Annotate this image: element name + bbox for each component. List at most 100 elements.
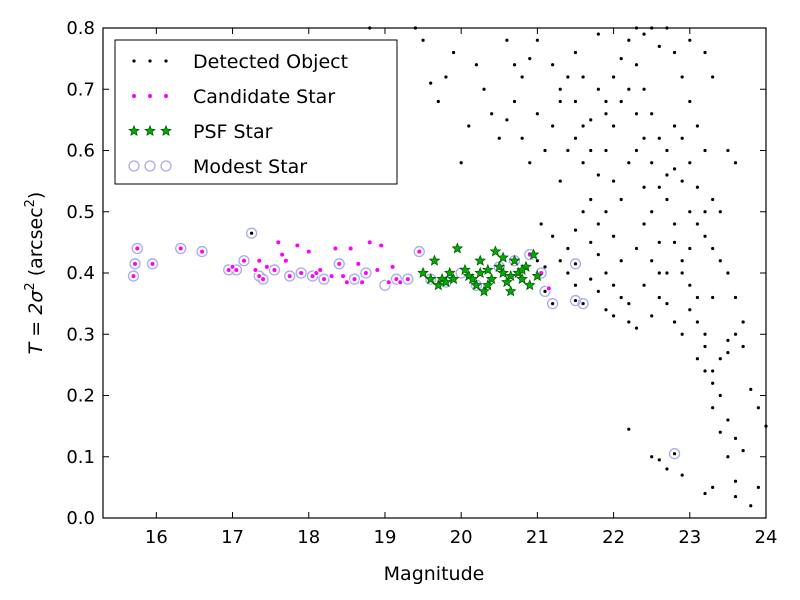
detected-object-point [573, 228, 578, 232]
detected-object-point [672, 452, 677, 456]
detected-object-point [539, 222, 543, 226]
y-tick-label: 0.2 [66, 386, 95, 407]
detected-object-point [718, 430, 722, 434]
legend-entries: Detected Object Candidate Star PSF Star Mod… [128, 51, 348, 178]
x-tick-label: 21 [526, 527, 549, 548]
psf-star-point [447, 272, 460, 285]
x-axis-label: Magnitude [384, 563, 485, 585]
legend-marker-detected-object [164, 59, 168, 63]
modest-star-point [318, 273, 330, 285]
detected-object-point [672, 50, 677, 55]
detected-object-point [627, 161, 631, 165]
modest-star-point [268, 264, 281, 276]
detected-object-point [589, 240, 593, 244]
x-tick-label: 23 [678, 527, 701, 548]
detected-object-point [726, 351, 730, 355]
candidate-star-point [294, 242, 301, 249]
detected-object-point [573, 298, 578, 303]
x-tick-label: 20 [450, 527, 473, 548]
legend-entry-detected-object: Detected Object [132, 51, 348, 73]
points-layer [127, 26, 768, 508]
legend-label-modest-star: Modest Star [193, 156, 307, 178]
modest-star-point [348, 273, 361, 285]
modest-star-point [539, 285, 551, 298]
psf-star-point [466, 273, 479, 285]
detected-object-point [512, 63, 517, 67]
legend: Detected Object Candidate Star PSF Star Mod… [114, 39, 398, 185]
psf-star-point [516, 263, 528, 275]
modest-star-point [306, 270, 319, 282]
detected-object-point [688, 246, 692, 251]
ticks-layer: 16 17 18 19 20 21 22 23 24 0.0 0.1 0.2 0.3 0.4 0.5 0.6 0… [66, 18, 777, 548]
psf-star-point [474, 254, 487, 266]
candidate-star-point [316, 266, 324, 274]
detected-object-point [634, 246, 639, 251]
detected-object-point [665, 148, 669, 153]
detected-object-point [711, 369, 715, 373]
detected-object-point [619, 295, 623, 300]
legend-marker-detected-object [132, 59, 136, 63]
detected-object-point [741, 449, 745, 453]
modest-star-point [175, 242, 187, 255]
detected-object-point [695, 222, 700, 226]
detected-object-point [535, 38, 539, 42]
detected-object-point [627, 320, 631, 324]
detected-object-point [688, 38, 692, 42]
detected-object-point [566, 271, 570, 275]
legend-marker-psf-star [144, 124, 156, 136]
candidate-star-point [256, 257, 263, 264]
candidate-star-point [233, 266, 240, 274]
detected-object-point [657, 458, 661, 462]
detected-object-point [703, 369, 707, 373]
y-tick-label: 0.5 [66, 202, 95, 223]
psf-star-point [482, 263, 494, 275]
legend-entry-psf-star: PSF Star [128, 121, 273, 143]
modest-star-point [146, 258, 159, 270]
detected-object-point [467, 124, 471, 128]
modest-star-point [546, 297, 559, 310]
detected-object-point [703, 344, 707, 349]
detected-object-point [611, 314, 616, 318]
detected-object-point [695, 124, 700, 128]
detected-object-point [695, 357, 700, 361]
detected-object-point [680, 271, 684, 275]
detected-object-point [657, 240, 661, 244]
detected-object-point [566, 246, 570, 251]
detected-object-point [741, 320, 745, 324]
detected-object-point [650, 259, 654, 263]
candidate-star-point [358, 278, 366, 286]
y-axis-label-exp: 2 [23, 282, 38, 290]
detected-object-point [619, 57, 623, 61]
detected-object-point [558, 259, 562, 263]
detected-object-point [604, 148, 608, 153]
y-tick-label: 0.4 [66, 263, 95, 284]
modest-star-point [196, 245, 208, 258]
detected-object-point [665, 197, 669, 202]
y-tick-label: 0.6 [66, 141, 95, 162]
candidate-star-point [366, 239, 373, 246]
detected-object-point [634, 112, 639, 116]
y-axis-label-close: ) [25, 192, 47, 199]
modest-star-point [238, 255, 250, 267]
y-axis-label-suffix: (arcsec [25, 207, 47, 282]
detected-object-point [688, 283, 692, 287]
detected-object-point [596, 289, 600, 293]
detected-object-point [726, 418, 730, 422]
candidate-star-point [297, 269, 305, 277]
candidate-star-point [347, 245, 354, 252]
detected-object-point [634, 148, 639, 153]
candidate-star-point [259, 275, 267, 283]
detected-object-point [482, 87, 486, 91]
detected-object-point [604, 99, 608, 104]
candidate-star-point [351, 275, 358, 283]
detected-object-point [672, 222, 677, 226]
detected-object-point [733, 161, 738, 165]
detected-object-point [688, 161, 692, 165]
modest-star-point [245, 227, 258, 239]
candidate-star-point [377, 242, 385, 249]
detected-object-point [703, 332, 707, 336]
detected-object-point [611, 283, 616, 287]
detected-object-point [680, 136, 684, 140]
detected-object-point [573, 283, 578, 287]
series-psf-star [417, 242, 544, 297]
